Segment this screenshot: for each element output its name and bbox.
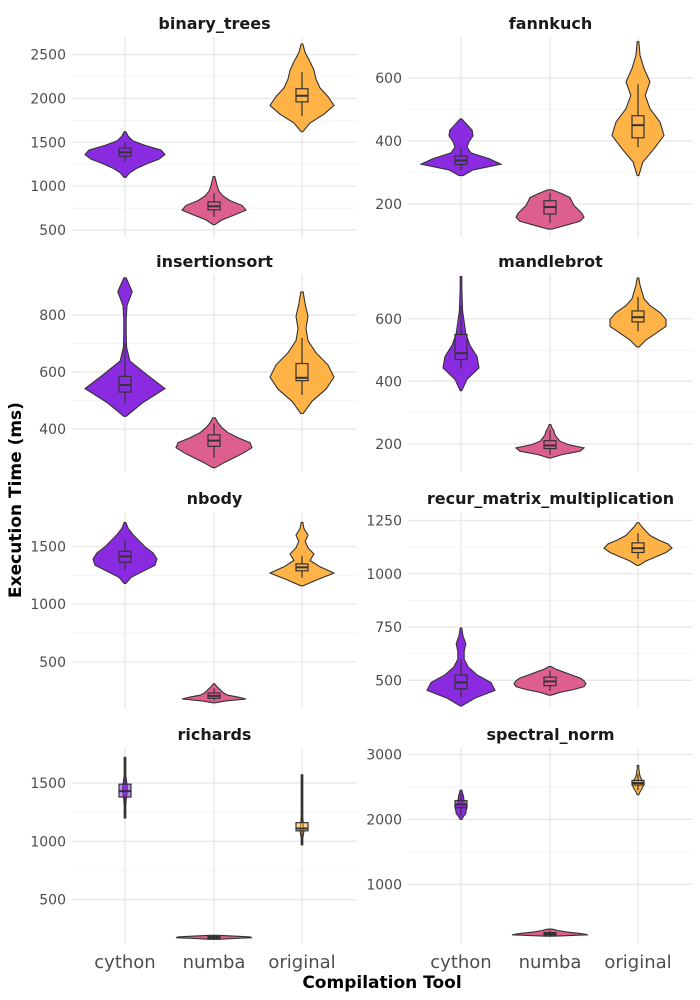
y-tick-label: 2500	[30, 48, 66, 64]
panel-title: richards	[178, 725, 252, 744]
x-tick-label: cython	[430, 952, 491, 973]
y-tick-label: 400	[375, 374, 402, 390]
y-tick-label: 1000	[30, 597, 66, 613]
violin-cython	[92, 521, 158, 585]
y-tick-label: 400	[375, 134, 402, 150]
violin-original	[268, 521, 336, 587]
panel-nbody: 500 1000 1500 nbody	[30, 489, 357, 708]
panel-title: insertionsort	[156, 252, 273, 271]
violin-cython	[442, 276, 480, 392]
violin-cython	[84, 131, 166, 178]
violin-original	[269, 43, 335, 133]
y-tick-label: 600	[39, 365, 66, 381]
y-tick-label: 1000	[30, 834, 66, 850]
panel-title: recur_matrix_multiplication	[427, 489, 674, 508]
violin-original	[609, 277, 667, 348]
y-tick-label: 3000	[366, 747, 402, 763]
violin-original	[603, 522, 673, 566]
panel-fannkuch: 200 400 600 fannkuch	[375, 14, 693, 237]
x-tick-label: numba	[519, 952, 582, 973]
panel-title: spectral_norm	[486, 725, 614, 744]
y-tick-label: 800	[39, 308, 66, 324]
violin-numba	[515, 189, 585, 230]
y-tick-label: 500	[375, 673, 402, 689]
box-iqr	[631, 115, 645, 139]
panels-layer: 500 1000 1500 2000 2500 binary_trees 200 400 600…	[30, 14, 693, 973]
x-tick-label: original	[604, 952, 671, 973]
violin-cython	[426, 627, 496, 707]
x-axis-title: Compilation Tool	[302, 973, 461, 993]
panel-binary_trees: 500 1000 1500 2000 2500 binary_trees	[30, 14, 357, 239]
y-tick-label: 1500	[30, 135, 66, 151]
violin-cython	[84, 277, 166, 417]
y-tick-label: 200	[375, 437, 402, 453]
y-tick-label: 1500	[30, 540, 66, 556]
violin-numba	[511, 928, 589, 937]
y-tick-label: 1000	[366, 567, 402, 583]
violin-original	[295, 774, 309, 846]
violin-numba	[175, 934, 253, 940]
violin-original	[611, 41, 665, 177]
x-tick-label: cython	[94, 952, 155, 973]
violin-original	[631, 764, 645, 796]
x-tick-label: numba	[183, 952, 246, 973]
y-tick-label: 2000	[30, 91, 66, 107]
panel-title: nbody	[187, 489, 243, 508]
y-tick-label: 1000	[366, 877, 402, 893]
y-tick-label: 500	[39, 893, 66, 909]
x-tick-label: original	[268, 952, 335, 973]
violin-numba	[181, 175, 247, 226]
y-tick-label: 500	[39, 655, 66, 671]
box-iqr	[295, 822, 309, 832]
y-axis-title: Execution Time (ms)	[6, 402, 26, 598]
panel-title: mandlebrot	[498, 252, 603, 271]
y-tick-label: 600	[375, 71, 402, 87]
violin-numba	[513, 665, 587, 696]
violin-numba	[514, 423, 586, 459]
y-tick-label: 600	[375, 312, 402, 328]
box-iqr	[295, 362, 309, 382]
y-tick-label: 2000	[366, 812, 402, 828]
violin-cython	[419, 118, 503, 177]
violin-original	[269, 291, 335, 415]
y-tick-label: 750	[375, 620, 402, 636]
violin-numba	[181, 683, 247, 704]
panel-mandlebrot: 200 400 600 mandlebrot	[375, 252, 693, 472]
panel-title: binary_trees	[158, 14, 270, 33]
violin-cython	[454, 789, 468, 820]
panel-insertionsort: 400 600 800 insertionsort	[39, 252, 357, 472]
y-tick-label: 200	[375, 197, 402, 213]
violin-numba	[175, 417, 253, 469]
panel-richards: 500 1000 1500 richards cython numba original	[30, 725, 357, 973]
y-tick-label: 400	[39, 422, 66, 438]
violin-body	[268, 521, 336, 587]
panel-title: fannkuch	[509, 14, 592, 33]
panel-recur_matrix_multiplication: 500 750 1000 1250 recur_matrix_multiplicatio…	[366, 489, 693, 708]
y-tick-label: 500	[39, 223, 66, 239]
box-iqr	[454, 333, 468, 361]
y-tick-label: 1250	[366, 514, 402, 530]
violin-cython	[118, 756, 132, 819]
y-tick-label: 1500	[30, 776, 66, 792]
y-tick-label: 1000	[30, 179, 66, 195]
